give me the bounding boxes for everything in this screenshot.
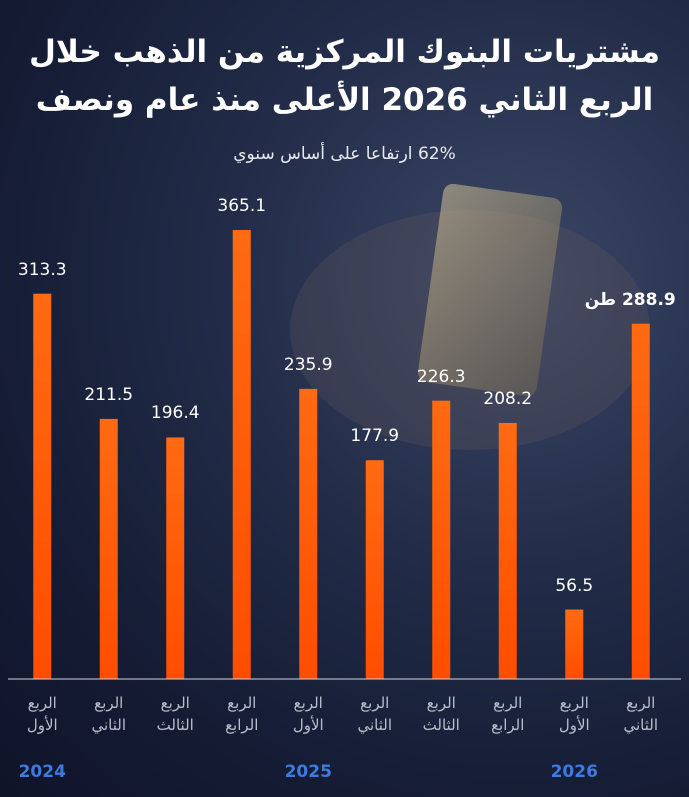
x-tick-label: الربع الثالث [156, 694, 194, 734]
x-group-label: 2024 [18, 762, 66, 782]
x-tick-label: الربع الرابع [491, 694, 525, 734]
x-tick-label: الربع الثالث [422, 694, 460, 734]
value-label: 196.4 [150, 403, 200, 424]
value-label: 211.5 [84, 384, 134, 405]
bar [33, 293, 52, 679]
bar [232, 230, 251, 679]
value-label: 313.3 [17, 259, 67, 280]
chart-subtitle: 62% ارتفاعا على أساس سنوي [233, 144, 456, 164]
bar [299, 388, 318, 679]
value-label: 235.9 [283, 354, 333, 375]
x-tick-label: الربع الأول [292, 694, 324, 734]
chart-title: مشتريات البنوك المركزية من الذهب خلال ال… [29, 34, 660, 118]
x-group-label: 2025 [284, 762, 332, 782]
bar [631, 323, 650, 679]
bar [498, 422, 517, 679]
value-label: 208.2 [483, 388, 533, 409]
x-tick-label: الربع الثاني [357, 694, 392, 734]
bar [166, 437, 185, 679]
decoration [290, 183, 650, 450]
value-label: 288.9 طن [584, 289, 676, 310]
x-group-label: 2026 [550, 762, 598, 782]
bar [365, 460, 384, 679]
value-label: 365.1 [217, 196, 267, 216]
x-tick-label: الربع الأول [558, 694, 590, 734]
bar [99, 418, 118, 679]
x-tick-label: الربع الأول [26, 694, 58, 734]
bar [432, 400, 451, 679]
value-label: 177.9 [350, 426, 400, 447]
value-label: 56.5 [555, 575, 594, 596]
x-tick-label: الربع الثاني [623, 694, 658, 734]
value-label: 226.3 [416, 366, 466, 387]
plot [33, 230, 650, 679]
bar [565, 609, 584, 679]
x-tick-label: الربع الثاني [91, 694, 126, 734]
x-tick-label: الربع الرابع [225, 694, 259, 734]
